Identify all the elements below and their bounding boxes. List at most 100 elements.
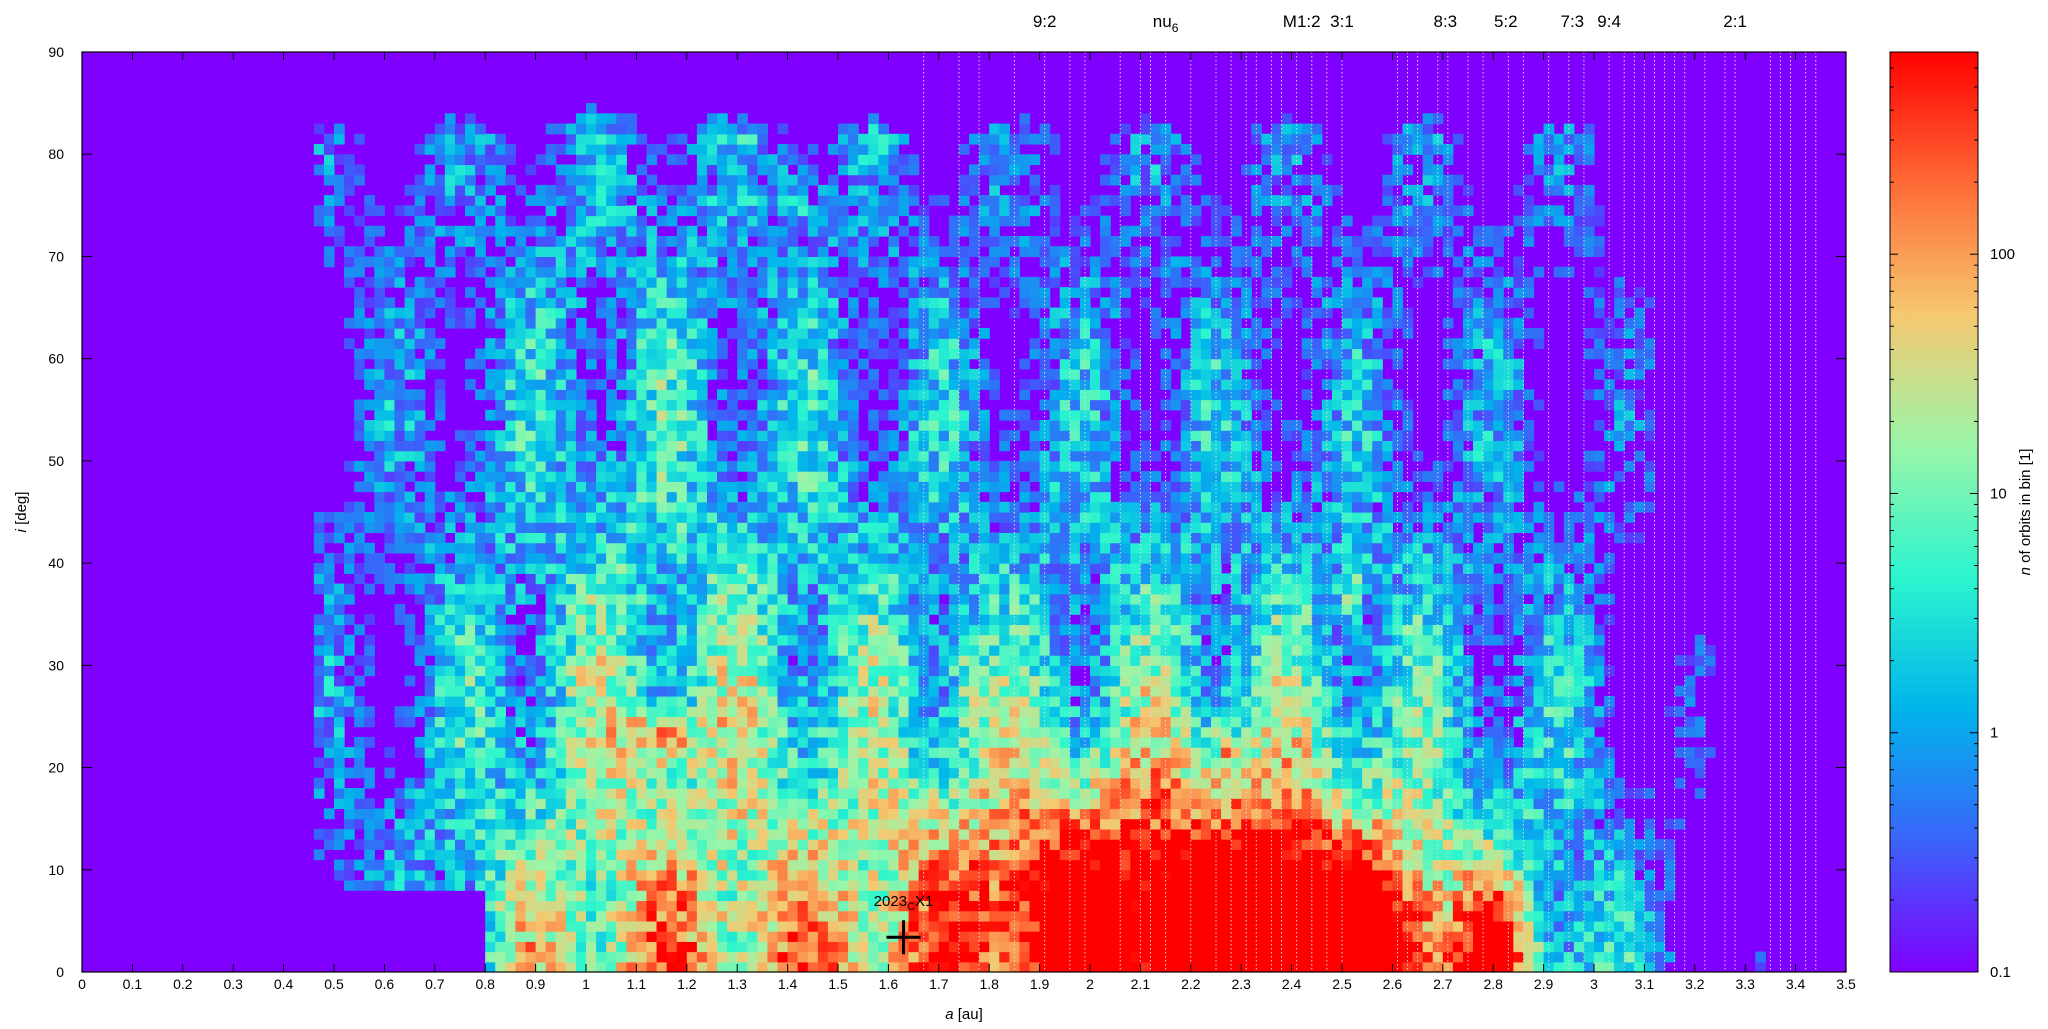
- heatmap-cell: [808, 318, 819, 329]
- heatmap-cell: [566, 798, 577, 809]
- heatmap-cell: [778, 338, 789, 349]
- heatmap-cell: [909, 788, 920, 799]
- heatmap-cell: [455, 144, 466, 155]
- heatmap-cell: [505, 819, 516, 830]
- heatmap-cell: [778, 798, 789, 809]
- heatmap-cell: [808, 563, 819, 574]
- heatmap-cell: [737, 318, 748, 329]
- heatmap-cell: [667, 962, 678, 973]
- heatmap-cell: [969, 880, 980, 891]
- heatmap-cell: [868, 952, 879, 963]
- heatmap-cell: [687, 502, 698, 513]
- heatmap-cell: [606, 798, 617, 809]
- heatmap-cell: [939, 665, 950, 676]
- heatmap-cell: [495, 573, 506, 584]
- heatmap-cell: [576, 921, 587, 932]
- heatmap-cell: [858, 246, 869, 257]
- heatmap-cell: [858, 512, 869, 523]
- heatmap-cell: [636, 471, 647, 482]
- heatmap-cell: [949, 808, 960, 819]
- heatmap-cell: [606, 870, 617, 881]
- heatmap-cell: [727, 400, 738, 411]
- heatmap-cell: [969, 706, 980, 717]
- heatmap-cell: [314, 849, 325, 860]
- heatmap-cell: [586, 348, 597, 359]
- heatmap-cell: [999, 952, 1010, 963]
- heatmap-cell: [677, 328, 688, 339]
- heatmap-cell: [969, 338, 980, 349]
- heatmap-cell: [626, 134, 637, 145]
- heatmap-cell: [415, 226, 426, 237]
- heatmap-cell: [949, 798, 960, 809]
- heatmap-cell: [616, 553, 627, 564]
- heatmap-cell: [505, 900, 516, 911]
- heatmap-cell: [959, 727, 970, 738]
- heatmap-cell: [616, 645, 627, 656]
- heatmap-cell: [788, 451, 799, 462]
- heatmap-cell: [969, 430, 980, 441]
- heatmap-cell: [415, 420, 426, 431]
- heatmap-cell: [898, 410, 909, 421]
- heatmap-cell: [878, 267, 889, 278]
- heatmap-cell: [717, 175, 728, 186]
- heatmap-cell: [798, 502, 809, 513]
- heatmap-cell: [848, 665, 859, 676]
- heatmap-cell: [334, 716, 345, 727]
- heatmap-cell: [778, 267, 789, 278]
- heatmap-cell: [445, 604, 456, 615]
- heatmap-cell: [384, 328, 395, 339]
- heatmap-cell: [999, 686, 1010, 697]
- heatmap-cell: [566, 502, 577, 513]
- heatmap-cell: [767, 348, 778, 359]
- heatmap-cell: [646, 768, 657, 779]
- heatmap-cell: [384, 420, 395, 431]
- heatmap-cell: [354, 880, 365, 891]
- heatmap-cell: [808, 379, 819, 390]
- heatmap-cell: [798, 921, 809, 932]
- heatmap-cell: [929, 563, 940, 574]
- heatmap-cell: [757, 696, 768, 707]
- heatmap-cell: [939, 573, 950, 584]
- heatmap-cell: [556, 359, 567, 370]
- heatmap-cell: [526, 389, 537, 400]
- heatmap-cell: [798, 952, 809, 963]
- heatmap-cell: [999, 502, 1010, 513]
- heatmap-cell: [868, 870, 879, 881]
- heatmap-cell: [677, 665, 688, 676]
- heatmap-cell: [687, 635, 698, 646]
- heatmap-cell: [354, 175, 365, 186]
- heatmap-cell: [939, 267, 950, 278]
- heatmap-cell: [445, 860, 456, 871]
- heatmap-cell: [566, 492, 577, 503]
- heatmap-cell: [425, 808, 436, 819]
- heatmap-cell: [778, 931, 789, 942]
- heatmap-cell: [989, 492, 1000, 503]
- heatmap-cell: [737, 532, 748, 543]
- heatmap-cell: [505, 911, 516, 922]
- heatmap-cell: [566, 205, 577, 216]
- heatmap-cell: [919, 553, 930, 564]
- heatmap-cell: [929, 727, 940, 738]
- heatmap-cell: [475, 768, 486, 779]
- heatmap-cell: [556, 962, 567, 973]
- heatmap-cell: [394, 502, 405, 513]
- heatmap-cell: [415, 532, 426, 543]
- heatmap-cell: [909, 543, 920, 554]
- heatmap-cell: [374, 389, 385, 400]
- heatmap-cell: [888, 880, 899, 891]
- heatmap-cell: [667, 931, 678, 942]
- heatmap-cell: [445, 522, 456, 533]
- heatmap-cell: [495, 532, 506, 543]
- heatmap-cell: [425, 880, 436, 891]
- heatmap-cell: [848, 461, 859, 472]
- heatmap-cell: [818, 532, 829, 543]
- heatmap-cell: [556, 676, 567, 687]
- heatmap-cell: [808, 604, 819, 615]
- heatmap-cell: [788, 492, 799, 503]
- heatmap-cell: [435, 849, 446, 860]
- heatmap-cell: [737, 134, 748, 145]
- heatmap-cell: [536, 481, 547, 492]
- heatmap-cell: [677, 308, 688, 319]
- heatmap-cell: [697, 430, 708, 441]
- heatmap-cell: [596, 492, 607, 503]
